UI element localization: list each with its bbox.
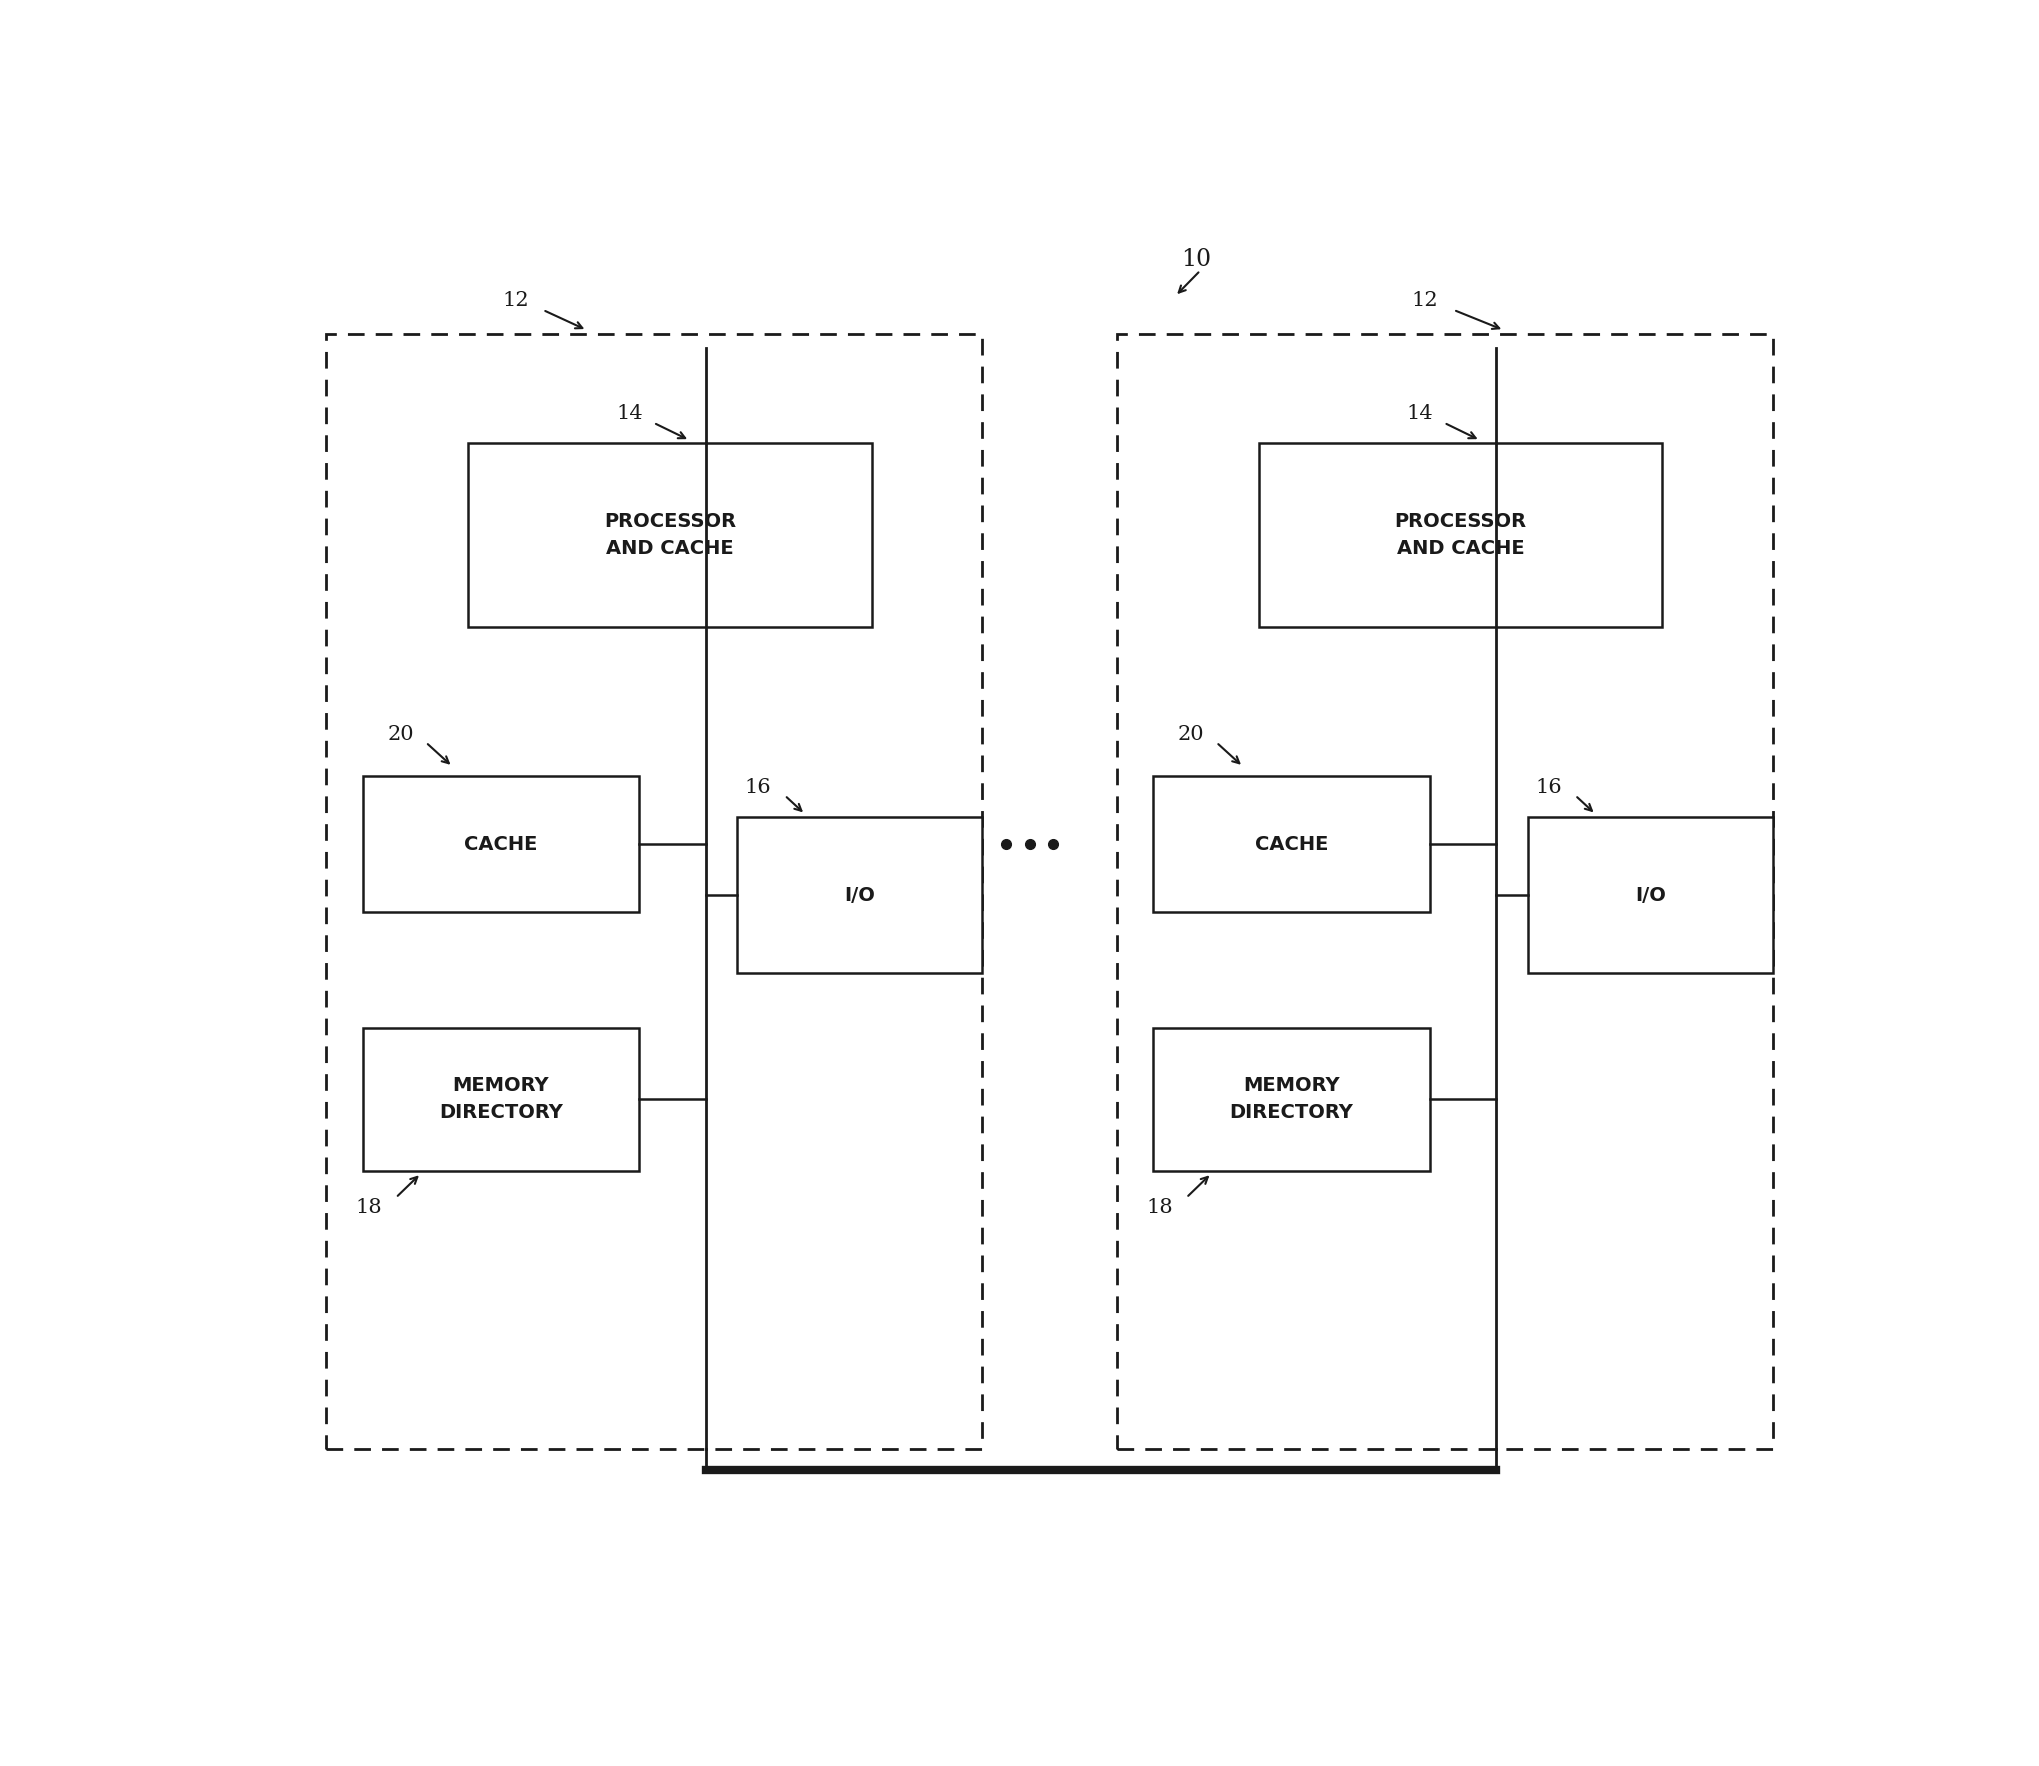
Text: 20: 20 [387, 724, 414, 743]
Bar [469, 443, 871, 627]
Text: 12: 12 [502, 291, 528, 309]
Text: MEMORY
DIRECTORY: MEMORY DIRECTORY [438, 1077, 563, 1121]
Bar [1258, 443, 1662, 627]
Text: 18: 18 [1146, 1197, 1172, 1217]
Text: 12: 12 [1411, 291, 1437, 309]
Text: 16: 16 [744, 777, 771, 796]
Bar [1115, 334, 1772, 1450]
Bar [1152, 777, 1429, 913]
Text: MEMORY
DIRECTORY: MEMORY DIRECTORY [1230, 1077, 1352, 1121]
Text: PROCESSOR
AND CACHE: PROCESSOR AND CACHE [1395, 512, 1525, 558]
Bar [363, 777, 638, 913]
Text: PROCESSOR
AND CACHE: PROCESSOR AND CACHE [604, 512, 736, 558]
Text: CACHE: CACHE [1254, 835, 1327, 853]
Bar [736, 818, 983, 973]
Text: 14: 14 [616, 404, 642, 422]
Text: 14: 14 [1407, 404, 1433, 422]
Text: 20: 20 [1177, 724, 1203, 743]
Text: 10: 10 [1181, 247, 1211, 270]
Bar [1152, 1028, 1429, 1171]
Text: CACHE: CACHE [465, 835, 536, 853]
Text: 18: 18 [355, 1197, 381, 1217]
Text: I/O: I/O [844, 887, 875, 904]
Text: I/O: I/O [1633, 887, 1666, 904]
Bar [1527, 818, 1772, 973]
Bar [326, 334, 983, 1450]
Bar [363, 1028, 638, 1171]
Text: 16: 16 [1533, 777, 1560, 796]
